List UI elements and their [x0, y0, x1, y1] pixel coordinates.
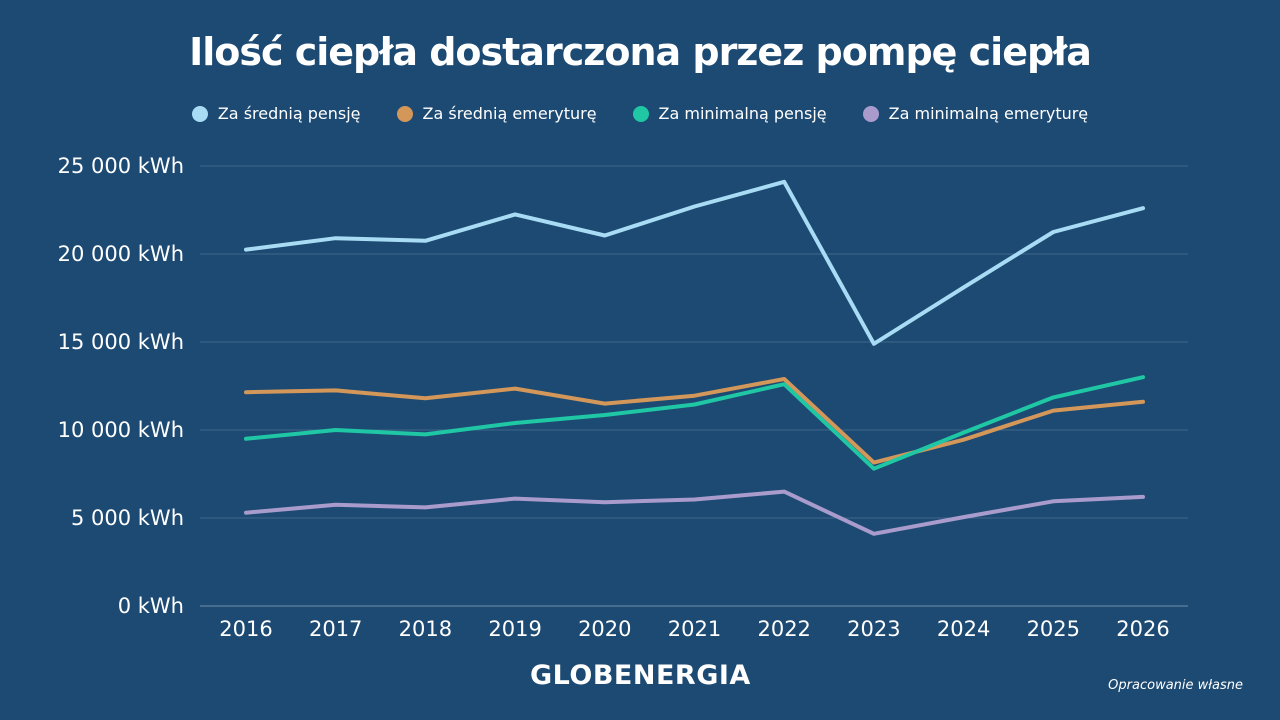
legend-label: Za minimalną pensję — [658, 104, 827, 123]
legend-item: Za średnią emeryturę — [396, 104, 597, 123]
brand-logo: GLOBENERGIA — [530, 660, 751, 691]
legend-item: Za minimalną emeryturę — [862, 104, 1089, 123]
y-tick-label: 20 000 kWh — [58, 242, 184, 266]
x-tick-label: 2019 — [488, 617, 541, 641]
legend-marker — [191, 105, 208, 122]
chart-title: Ilość ciepła dostarczona przez pompę cie… — [189, 30, 1092, 74]
x-tick-label: 2016 — [219, 617, 272, 641]
legend: Za średnią pensję Za średnią emeryturę Z… — [0, 104, 1280, 123]
legend-item: Za minimalną pensję — [632, 104, 827, 123]
x-tick-label: 2023 — [847, 617, 900, 641]
y-tick-label: 5 000 kWh — [71, 506, 184, 530]
x-tick-label: 2018 — [399, 617, 452, 641]
y-tick-label: 0 kWh — [118, 594, 184, 618]
source-note: Opracowanie własne — [1108, 678, 1243, 693]
legend-marker — [862, 105, 879, 122]
x-tick-label: 2024 — [937, 617, 990, 641]
x-tick-label: 2017 — [309, 617, 362, 641]
legend-marker — [632, 105, 649, 122]
legend-label: Za średnią emeryturę — [422, 104, 597, 123]
y-tick-label: 15 000 kWh — [58, 330, 184, 354]
legend-label: Za średnią pensję — [217, 104, 361, 123]
series-line — [244, 179, 1145, 346]
y-tick-label: 10 000 kWh — [58, 418, 184, 442]
series-line — [244, 377, 1145, 465]
x-tick-label: 2026 — [1116, 617, 1169, 641]
y-tick-label: 25 000 kWh — [58, 154, 184, 178]
series-line — [244, 375, 1145, 471]
x-tick-label: 2025 — [1027, 617, 1080, 641]
x-tick-label: 2022 — [757, 617, 810, 641]
legend-marker — [396, 105, 413, 122]
x-tick-label: 2021 — [668, 617, 721, 641]
x-tick-label: 2020 — [578, 617, 631, 641]
legend-item: Za średnią pensję — [191, 104, 361, 123]
legend-label: Za minimalną emeryturę — [888, 104, 1089, 123]
series-line — [244, 489, 1145, 536]
